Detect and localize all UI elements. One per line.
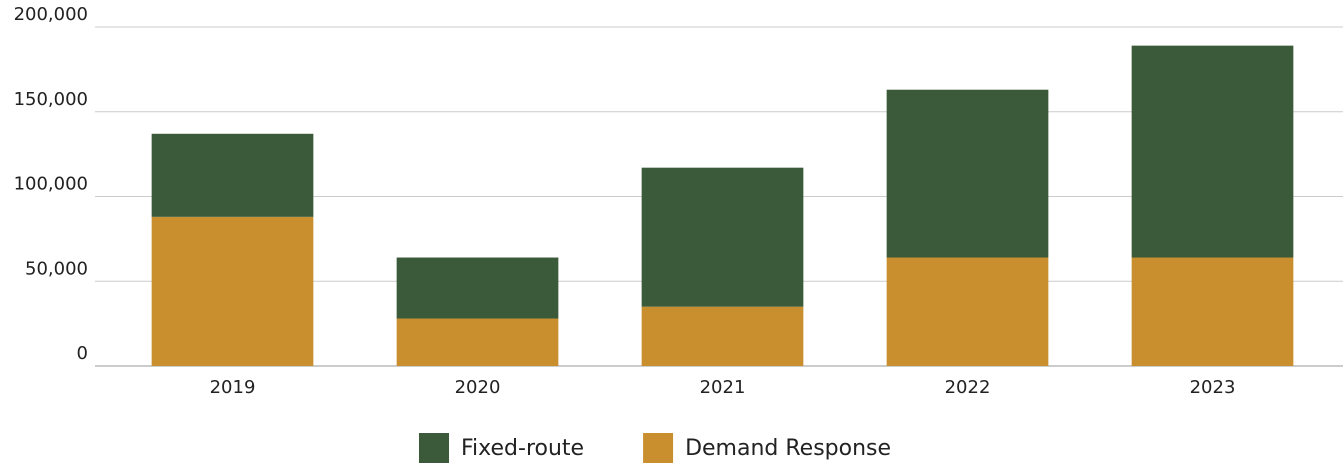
bar-segment (641, 167, 804, 307)
bar-segment (641, 306, 804, 366)
bar-segment (1131, 257, 1294, 366)
bar-segment (151, 133, 314, 217)
bar-segment (396, 318, 559, 366)
legend-label: Fixed-route (461, 436, 584, 461)
x-tick-label: 2021 (700, 377, 746, 398)
bar-segment (396, 257, 559, 319)
bar-segment (886, 89, 1049, 258)
y-tick-label: 200,000 (14, 4, 88, 25)
legend-swatch (643, 433, 674, 463)
y-tick-label: 50,000 (25, 258, 88, 279)
x-tick-label: 2020 (455, 377, 501, 398)
x-tick-label: 2023 (1190, 377, 1236, 398)
bar-segment (886, 257, 1049, 366)
bar-segment (1131, 45, 1294, 258)
y-tick-label: 100,000 (14, 174, 88, 195)
x-tick-label: 2022 (945, 377, 991, 398)
legend-swatch (419, 433, 449, 463)
x-tick-label: 2019 (210, 377, 256, 398)
y-tick-label: 0 (77, 343, 88, 364)
bar-segment (151, 216, 314, 366)
legend-label: Demand Response (685, 436, 891, 461)
y-tick-label: 150,000 (14, 89, 88, 110)
